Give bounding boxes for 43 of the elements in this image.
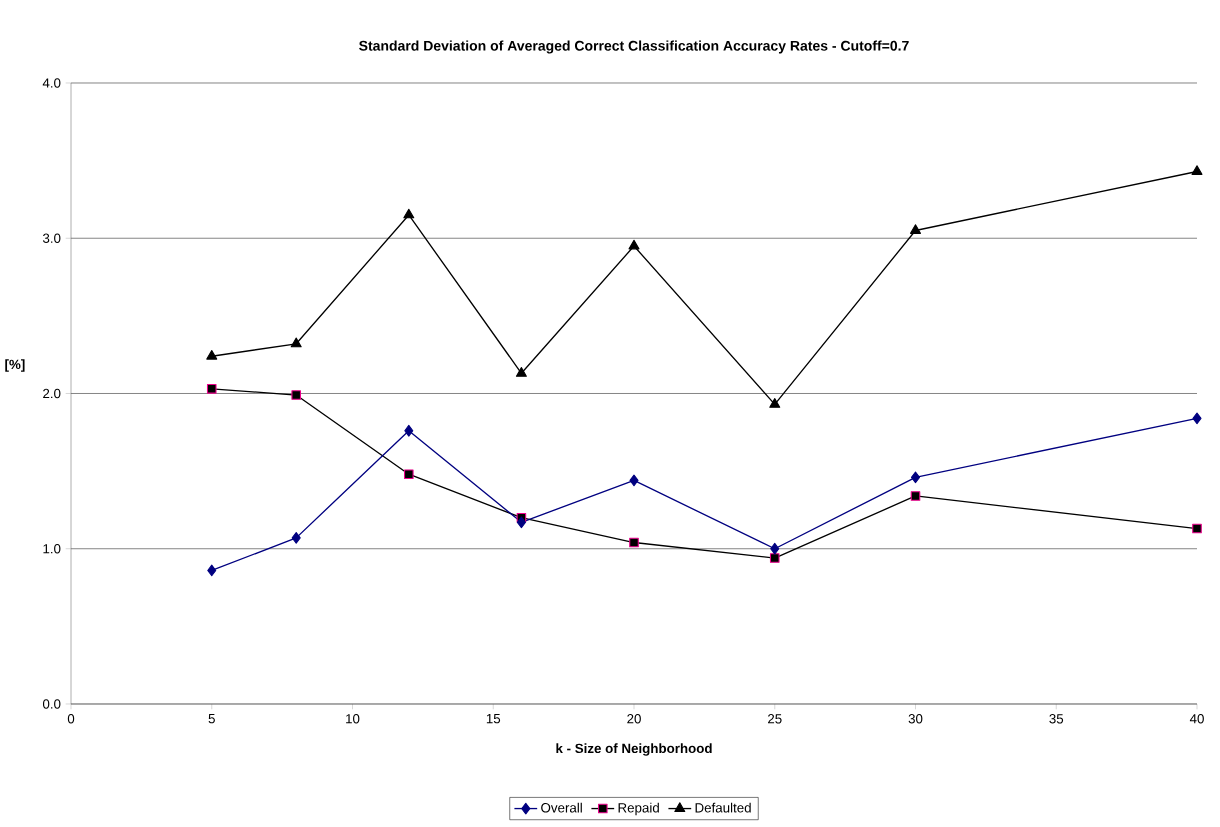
point (1191, 165, 1203, 175)
point (206, 384, 217, 394)
y-axis-title: [%] (5, 359, 25, 372)
x-axis-title: k - Size of Neighborhood (556, 743, 712, 756)
x-tick-label: 40 (1189, 714, 1204, 724)
point (629, 474, 639, 487)
point (207, 564, 217, 577)
point (206, 349, 218, 360)
x-tick-label: 5 (208, 714, 215, 724)
x-tick-label: 0 (67, 714, 75, 724)
point (769, 553, 780, 563)
legend-label: Overall (541, 802, 582, 813)
y-tick-label: 3.0 (42, 233, 61, 243)
point (404, 424, 414, 437)
legend-label: Repaid (618, 802, 659, 816)
point (291, 532, 301, 544)
point (1192, 412, 1202, 425)
chart-title: Standard Deviation of Averaged Correct Classification Accuracy Rates - Cutoff=0.7 (359, 40, 909, 54)
point (910, 491, 921, 501)
y-tick-label: 0.0 (42, 699, 61, 709)
x-tick-label: 20 (627, 714, 641, 724)
point (769, 398, 781, 408)
x-tick-label: 10 (346, 714, 360, 724)
point (403, 208, 415, 219)
x-tick-label: 35 (1049, 714, 1064, 724)
point (515, 367, 527, 377)
point (629, 537, 639, 548)
point (628, 239, 640, 250)
x-tick-label: 30 (908, 714, 923, 724)
y-tick-label: 4.0 (42, 78, 61, 88)
point (290, 337, 302, 348)
x-tick-label: 25 (768, 714, 782, 724)
point (770, 542, 780, 555)
y-tick-label: 1.0 (43, 544, 61, 554)
point (910, 471, 921, 484)
y-tick-label: 2.0 (43, 388, 61, 399)
point (404, 469, 414, 480)
point (1192, 523, 1202, 534)
point (516, 516, 526, 529)
legend-label: Defaulted (695, 802, 751, 813)
x-tick-label: 15 (486, 714, 501, 724)
point (910, 224, 922, 234)
point (291, 390, 302, 400)
